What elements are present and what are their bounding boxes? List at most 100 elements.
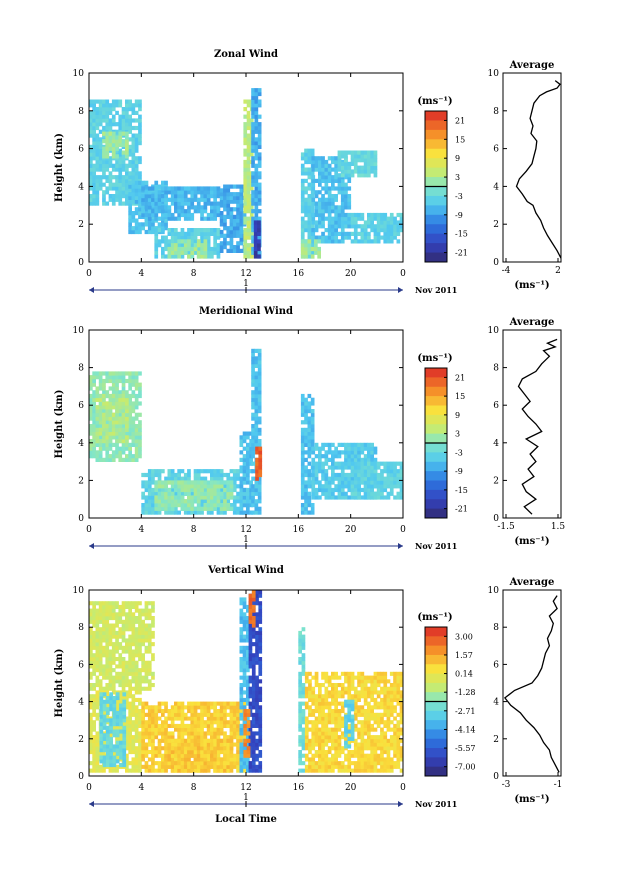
- heatmap-cell: [251, 250, 255, 255]
- heatmap-cell: [257, 209, 262, 214]
- heatmap-cell: [138, 742, 142, 747]
- heatmap-cell: [331, 465, 335, 470]
- heatmap-cell: [327, 197, 332, 202]
- heatmap-cell: [115, 382, 119, 387]
- heatmap-cell: [183, 705, 188, 710]
- heatmap-cell: [257, 190, 262, 195]
- heatmap-cell: [102, 439, 106, 444]
- heatmap-cell: [243, 197, 248, 202]
- heatmap-cell: [170, 190, 175, 195]
- heatmap-cell: [122, 763, 127, 768]
- heatmap-cell: [190, 764, 195, 769]
- heatmap-cell: [200, 212, 204, 218]
- heatmap-cell: [177, 194, 181, 199]
- heatmap-cell: [141, 194, 145, 199]
- heatmap-cell: [92, 727, 96, 732]
- heatmap-cell: [196, 761, 201, 766]
- heatmap-cell: [337, 442, 342, 447]
- heatmap-cell: [251, 375, 255, 380]
- heatmap-cell: [334, 186, 338, 191]
- heatmap-cell: [109, 718, 113, 723]
- heatmap-cell: [232, 469, 237, 474]
- heatmap-cell: [236, 192, 240, 197]
- heatmap-cell: [331, 186, 335, 191]
- heatmap-cell: [108, 683, 113, 688]
- heatmap-cell: [251, 209, 255, 214]
- heatmap-cell: [105, 645, 110, 650]
- heatmap-cell: [128, 642, 132, 647]
- heatmap-cell: [321, 212, 325, 218]
- heatmap-cell: [177, 735, 181, 740]
- heatmap-cell: [216, 487, 221, 493]
- heatmap-cell: [105, 159, 110, 165]
- heatmap-cell: [350, 461, 355, 466]
- heatmap-cell: [344, 476, 348, 481]
- heatmap-cell: [386, 224, 391, 229]
- heatmap-cell: [164, 226, 168, 231]
- heatmap-cell: [106, 748, 110, 753]
- heatmap-cell: [147, 506, 152, 511]
- heatmap-cell: [144, 675, 149, 680]
- heatmap-cell: [92, 712, 96, 717]
- heatmap-cell: [170, 246, 175, 252]
- heatmap-cell: [125, 638, 129, 643]
- heatmap-cell: [144, 664, 149, 669]
- heatmap-cell: [174, 499, 178, 504]
- heatmap-cell: [134, 375, 139, 380]
- heatmap-cell: [243, 201, 248, 206]
- heatmap-cell: [331, 156, 335, 161]
- heatmap-cell: [115, 619, 119, 624]
- heatmap-cell: [318, 469, 322, 474]
- heatmap-cell: [108, 178, 113, 183]
- heatmap-cell: [203, 480, 208, 485]
- heatmap-cell: [239, 484, 244, 489]
- heatmap-cell: [111, 397, 116, 402]
- heatmap-cell: [89, 649, 93, 654]
- heatmap-cell: [223, 510, 227, 515]
- colorbar-unit: (ms⁻¹): [417, 353, 452, 364]
- heatmap-cell: [376, 491, 381, 496]
- heatmap-cell: [121, 686, 126, 691]
- heatmap-cell: [193, 487, 198, 493]
- heatmap-cell: [154, 205, 159, 210]
- heatmap-cell: [216, 495, 221, 500]
- heatmap-cell: [229, 495, 234, 500]
- heatmap-cell: [121, 156, 126, 161]
- heatmap-cell: [196, 239, 201, 244]
- heatmap-cell: [138, 393, 142, 399]
- heatmap-cell: [95, 450, 100, 455]
- heatmap-cell: [151, 671, 155, 676]
- heatmap-cell: [253, 243, 258, 248]
- heatmap-cell: [95, 701, 100, 706]
- heatmap-cell: [246, 216, 251, 221]
- heatmap-cell: [360, 442, 365, 447]
- colorbar-tick-label: 21: [455, 373, 465, 382]
- colorbar-segment: [425, 377, 447, 388]
- heatmap-cell: [128, 450, 132, 455]
- heatmap-cell: [239, 192, 244, 197]
- heatmap-cell: [307, 152, 312, 157]
- heatmap-cell: [151, 469, 155, 474]
- heatmap-cell: [196, 190, 201, 195]
- heatmap-cell: [327, 446, 332, 451]
- heatmap-cell: [164, 205, 168, 210]
- heatmap-cell: [311, 163, 316, 168]
- heatmap-cell: [122, 718, 127, 723]
- y-axis-label: Height (km): [54, 133, 65, 202]
- heatmap-cell: [243, 186, 248, 191]
- heatmap-cell: [347, 224, 352, 229]
- heatmap-cell: [102, 159, 106, 165]
- heatmap-cell: [226, 229, 231, 235]
- heatmap-cell: [108, 446, 113, 451]
- heatmap-cell: [193, 205, 198, 210]
- heatmap-cell: [89, 125, 93, 131]
- heatmap-cell: [321, 156, 325, 161]
- heatmap-cell: [246, 201, 251, 206]
- heatmap-cell: [138, 645, 142, 650]
- heatmap-cell: [170, 712, 175, 717]
- heatmap-cell: [251, 484, 255, 489]
- heatmap-cell: [170, 250, 175, 255]
- heatmap-cell: [386, 235, 391, 240]
- heatmap-cell: [92, 182, 96, 187]
- heatmap-cell: [363, 442, 368, 447]
